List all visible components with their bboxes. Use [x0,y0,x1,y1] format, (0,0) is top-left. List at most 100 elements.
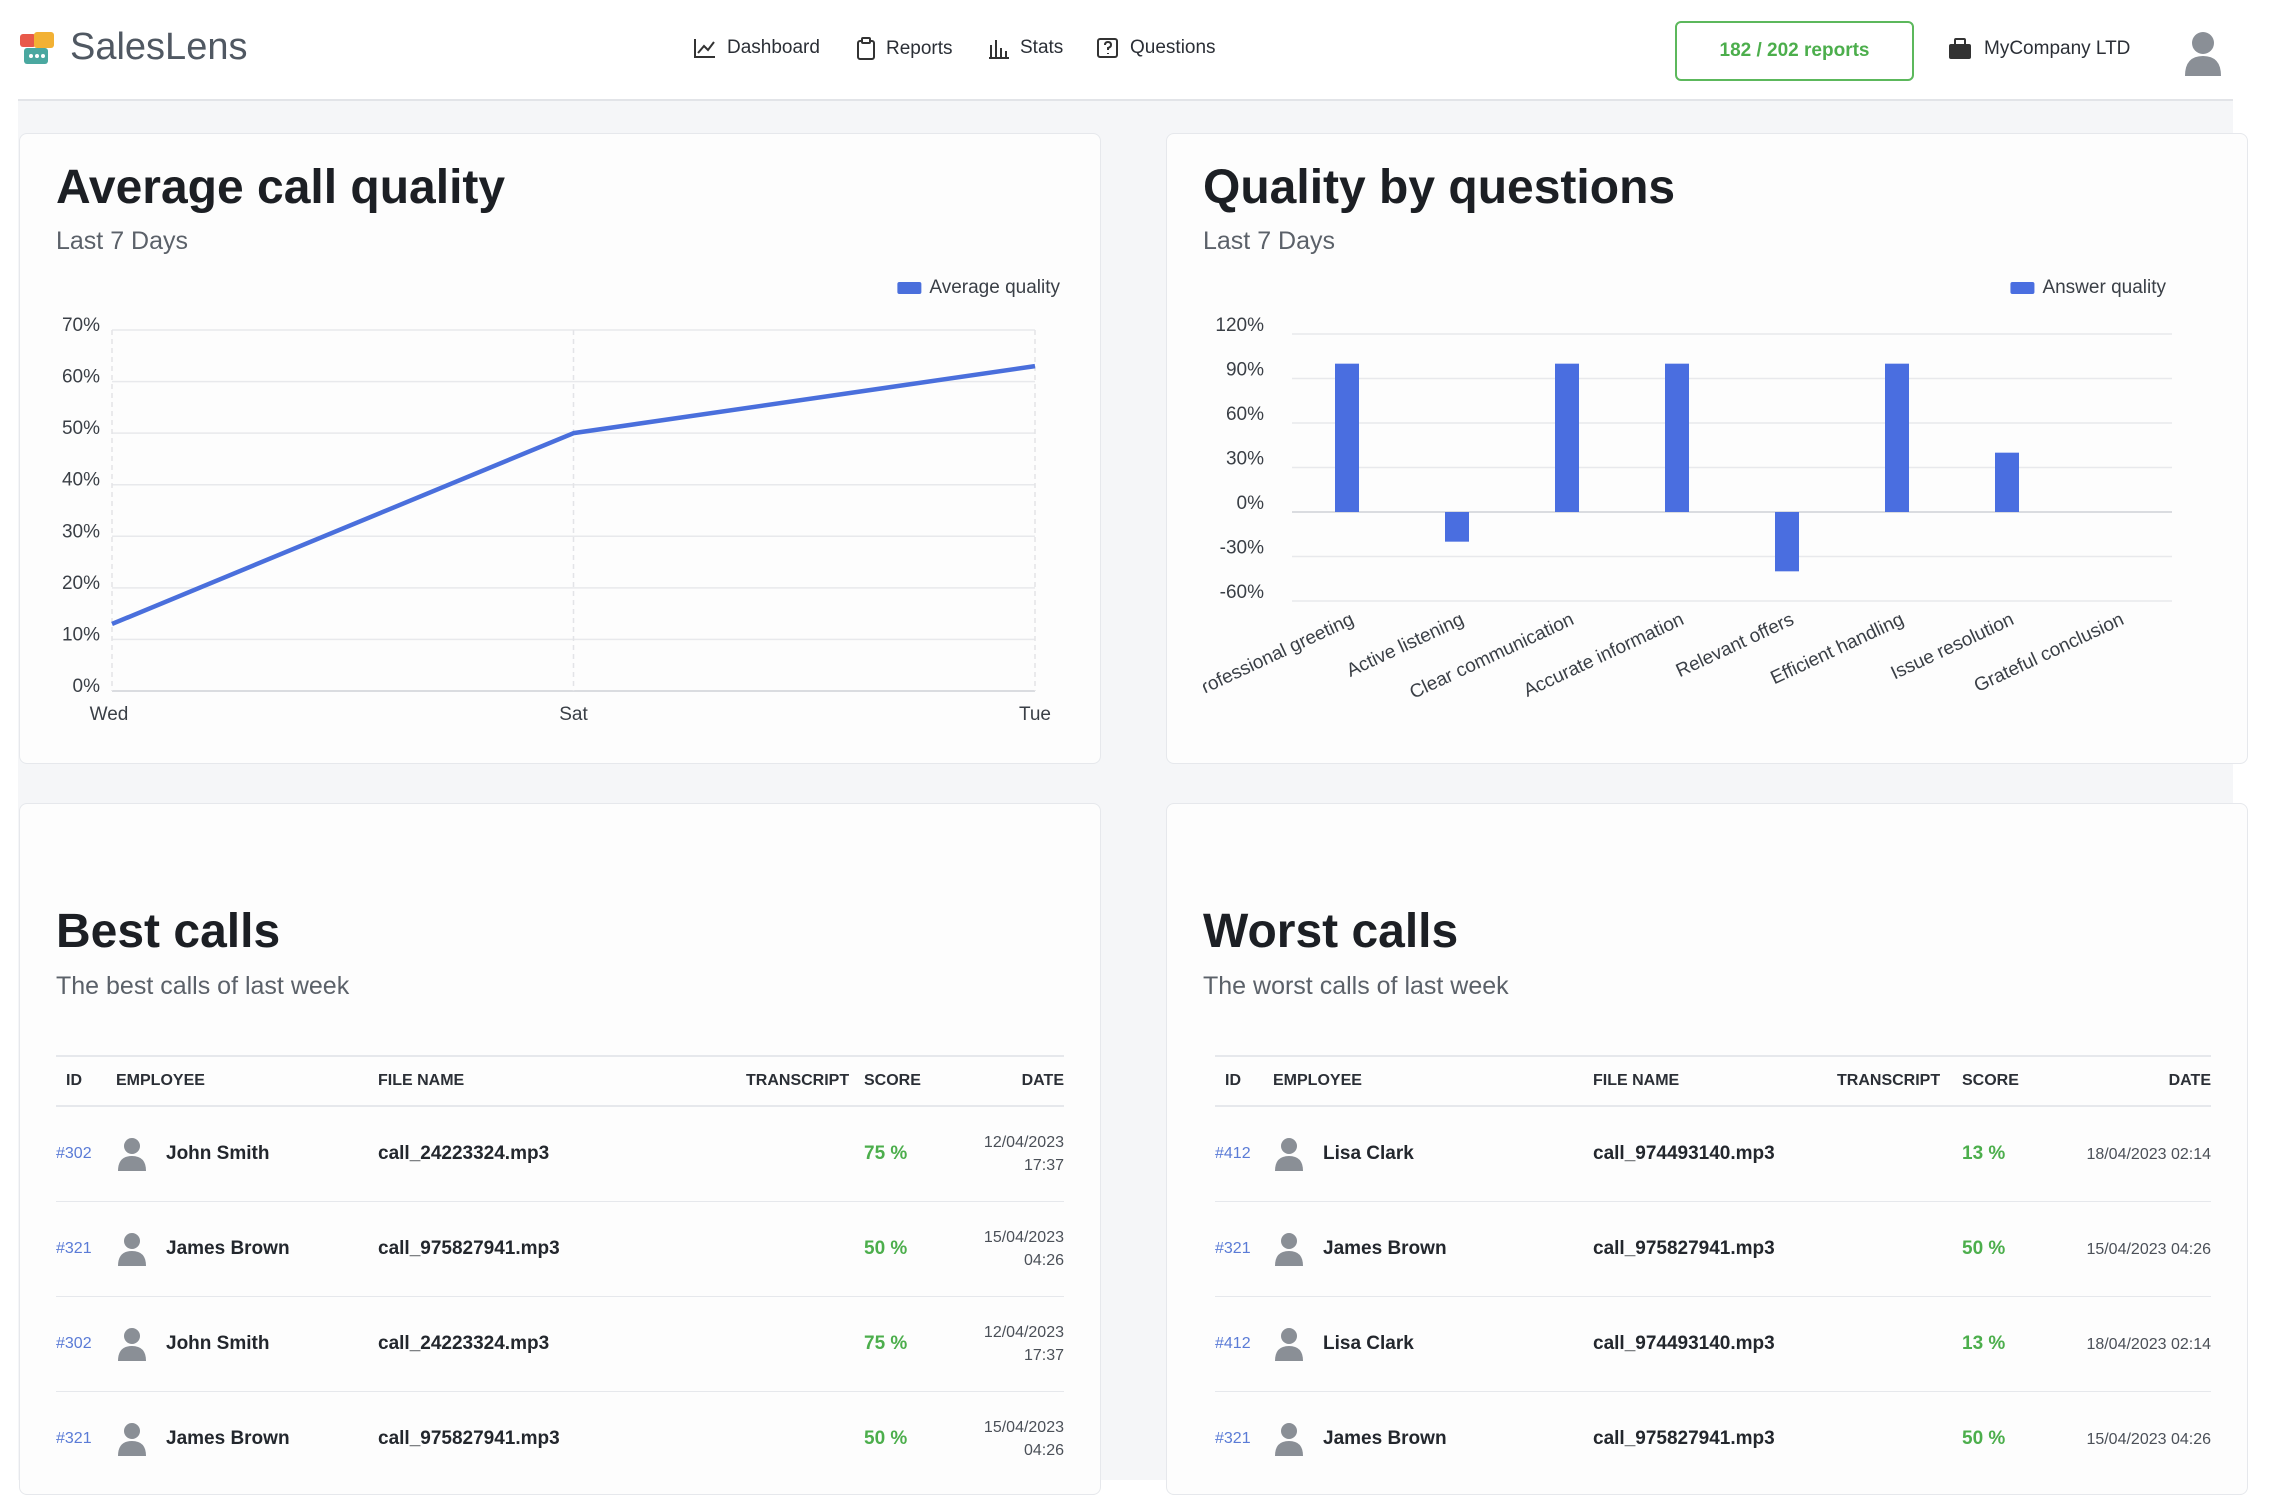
card-subtitle: Last 7 Days [1203,227,1336,255]
table-row: #302 John Smith call_24223324.mp3 75 % 12/04… [56,1296,1064,1392]
table-row: #321 James Brown call_975827941.mp3 50 % 15/… [56,1392,1064,1487]
avatar-head [124,1138,140,1154]
avatar[interactable] [2183,30,2223,78]
card-title: Worst calls [1203,905,1459,958]
table-head: ID EMPLOYEE FILE NAME TRANSCRIPT SCORE DATE [1215,1055,2211,1107]
avatar [118,1423,146,1456]
file-name: call_24223324.mp3 [378,1296,746,1392]
call-id[interactable]: #321 [1215,1430,1251,1447]
y-tick-label: 30% [1226,449,1264,470]
legend-swatch [2010,282,2035,294]
nav-dashboard[interactable]: Dashboard [693,37,820,59]
employee: Lisa Clark [1273,1326,1593,1362]
bar [1775,512,1799,572]
avatar [1275,1328,1303,1361]
avatar-head [1281,1138,1297,1154]
call-id[interactable]: #302 [56,1296,116,1392]
icon [989,40,1009,59]
avatar-body [118,1441,146,1456]
y-tick-label: -30% [1220,538,1264,559]
nav-reports[interactable]: Reports [856,37,953,61]
avatar-head [124,1328,140,1344]
chart-card: Average call quality Last 7 Days 0% 10% 20… [19,133,1101,764]
file-name: call_975827941.mp3 [1593,1201,1837,1297]
employee-cell: James Brown [1273,1392,1593,1487]
employee-name: James Brown [166,1238,290,1259]
call-id[interactable]: #412 [1215,1296,1273,1392]
x-tick-label: Professional greeting [1187,609,1358,703]
nav-stats[interactable]: Stats [988,37,1063,59]
x-tick-label: Wed [90,704,129,725]
transcript [746,1201,864,1297]
call-id[interactable]: #302 [56,1106,116,1202]
avatar-body [1275,1156,1303,1171]
nav-label: Dashboard [727,37,820,58]
reports-badge[interactable]: 182 / 202 reports [1675,21,1914,81]
table-row: #321 James Brown call_975827941.mp3 50 % 15/… [1215,1392,2211,1487]
column-header: EMPLOYEE [116,1055,378,1107]
call-id[interactable]: #412 [1215,1106,1273,1202]
card-subtitle: The best calls of last week [56,972,350,1000]
y-tick-label: 120% [1215,315,1264,336]
bar [1445,512,1469,542]
score: 50 % [864,1428,908,1449]
employee: John Smith [116,1326,378,1362]
line-series [111,363,1036,627]
chart: 0% 10% 20% 30% 40% 50% 60% 70% Wed Sat Tue Average … [62,277,1061,725]
file-name: call_974493140.mp3 [1593,1296,1837,1392]
employee-name: Lisa Clark [1323,1143,1414,1164]
calls-table: ID EMPLOYEE FILE NAME TRANSCRIPT SCORE DATE #4… [1215,1055,2211,1486]
card-title: Average call quality [56,161,506,214]
avatar-body [1275,1251,1303,1266]
column-header: ID [1215,1055,1273,1107]
file-name: call_975827941.mp3 [378,1428,560,1449]
employee-cell: Lisa Clark [1273,1296,1593,1392]
chart: -60% -30% 0% 30% 60% 90% 120% Professional gree… [1187,277,2172,704]
card-title: Quality by questions [1203,161,1676,214]
avatar-head [1281,1423,1297,1439]
top-bar: SalesLens Dashboard Reports Stats Questi… [18,0,2233,101]
avatar [118,1233,146,1266]
column-header: ID [56,1055,116,1107]
employee: James Brown [1273,1421,1593,1457]
avatar-body [1275,1441,1303,1456]
card-subtitle: Last 7 Days [56,227,189,255]
avatar [1275,1138,1303,1171]
call-id[interactable]: #321 [56,1430,92,1447]
legend-swatch [897,282,922,294]
transcript [1837,1296,1962,1392]
column-header: TRANSCRIPT [746,1055,864,1107]
brand[interactable]: SalesLens [70,26,248,68]
column-header: FILE NAME [378,1055,746,1107]
employee: James Brown [116,1231,378,1267]
nav-label: Questions [1130,37,1216,58]
call-id[interactable]: #321 [56,1201,116,1297]
legend-label: Answer quality [2042,277,2166,298]
employee-name: Lisa Clark [1323,1333,1414,1354]
bar [1665,363,1689,512]
call-id[interactable]: #321 [1215,1201,1273,1297]
table-card: Worst calls The worst calls of last week… [1166,803,2248,1495]
bar [1335,363,1359,512]
icon [1097,38,1118,58]
avatar [118,1138,146,1171]
y-tick-label: 0% [73,676,101,697]
card-title: Best calls [56,905,281,958]
header-row: ID EMPLOYEE FILE NAME TRANSCRIPT SCORE DATE [1215,1055,2211,1107]
date: 15/04/2023 04:26 [946,1201,1064,1297]
avatar-body [118,1251,146,1266]
table-row: #412 Lisa Clark call_974493140.mp3 13 % 18/0… [1215,1296,2211,1392]
y-tick-label: 30% [62,521,100,542]
transcript [1837,1106,1962,1202]
table-row: #321 James Brown call_975827941.mp3 50 % 15/… [56,1201,1064,1297]
score: 75 % [864,1296,946,1392]
company[interactable]: MyCompany LTD [1948,38,2130,60]
score: 13 % [1962,1106,2042,1202]
avatar-body [118,1156,146,1171]
employee-name: John Smith [166,1333,270,1354]
table-card: Best calls The best calls of last week I… [19,803,1101,1495]
y-tick-label: 60% [1226,404,1264,425]
table-row: #302 John Smith call_24223324.mp3 75 % 12/04… [56,1106,1064,1202]
nav-questions[interactable]: Questions [1096,37,1216,59]
